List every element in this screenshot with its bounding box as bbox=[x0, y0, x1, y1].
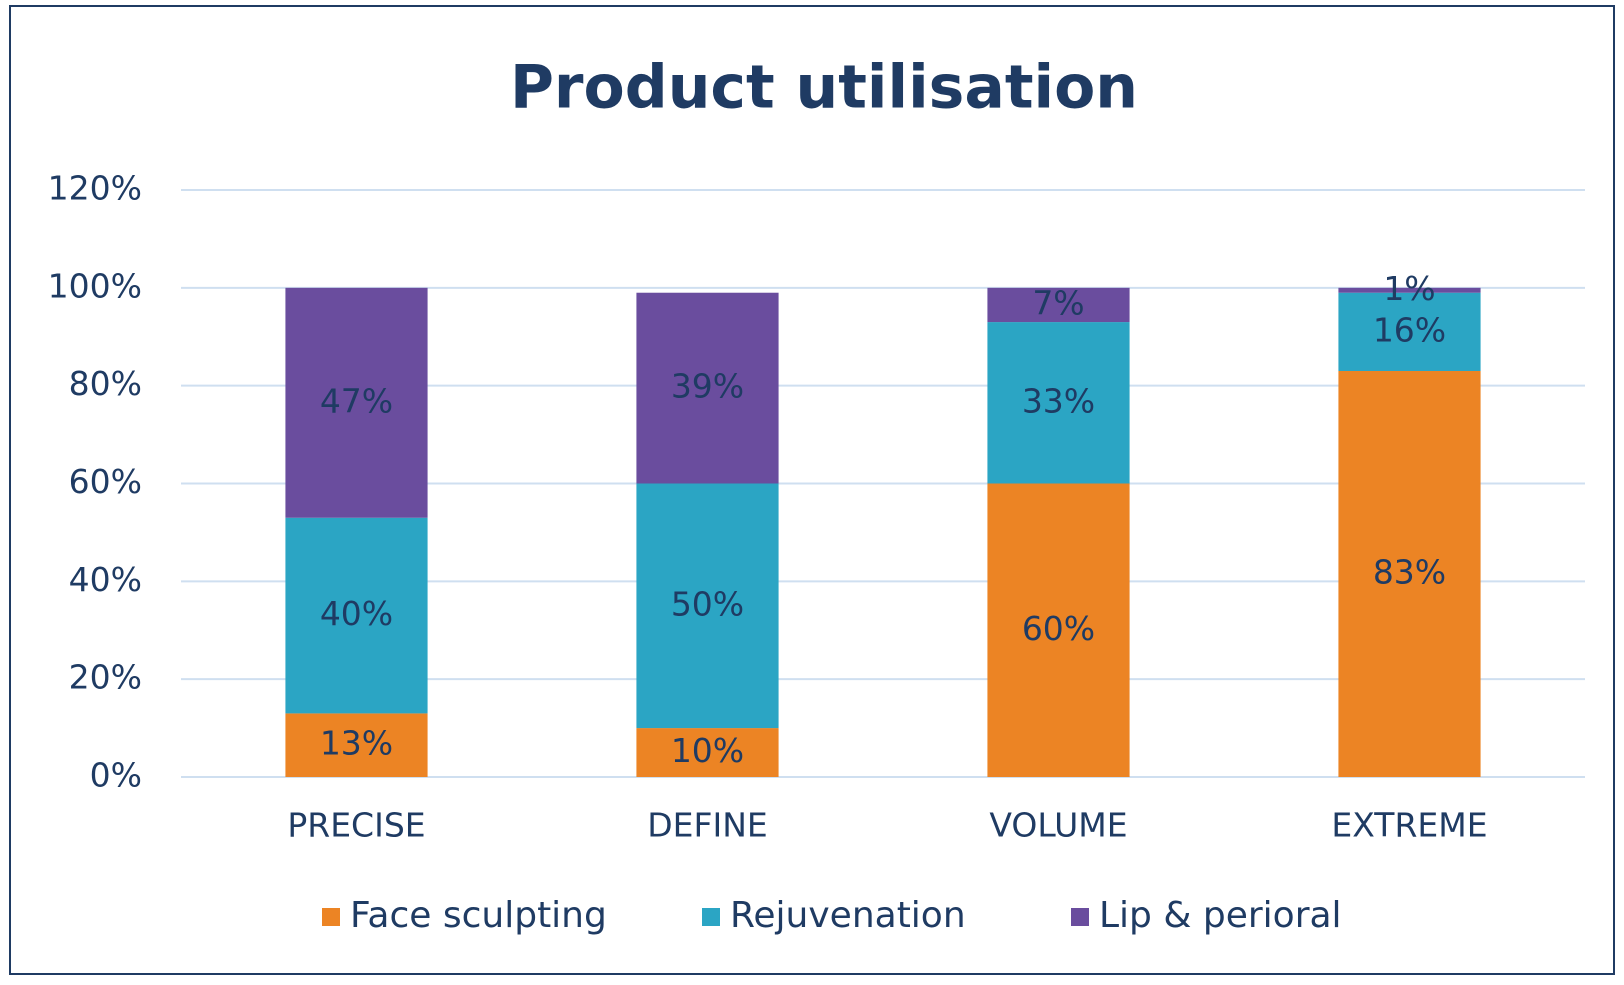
data-label: 1% bbox=[1383, 269, 1435, 308]
data-label: 16% bbox=[1373, 310, 1446, 349]
data-label: 10% bbox=[671, 731, 744, 770]
legend-label: Face sculpting bbox=[350, 895, 607, 936]
y-tick-label: 80% bbox=[69, 364, 142, 403]
legend-label: Lip & perioral bbox=[1099, 895, 1342, 936]
bar-segment bbox=[636, 483, 779, 729]
x-tick-label: DEFINE bbox=[647, 806, 768, 845]
bar-segment bbox=[1338, 292, 1481, 371]
y-tick-label: 0% bbox=[90, 756, 142, 795]
legend-label: Rejuvenation bbox=[730, 895, 966, 936]
bar-segment bbox=[987, 483, 1130, 777]
x-tick-label: PRECISE bbox=[287, 806, 425, 845]
x-tick-label: VOLUME bbox=[989, 806, 1127, 845]
data-label: 13% bbox=[320, 724, 393, 763]
bar-segment bbox=[285, 517, 428, 714]
chart-title: Product utilisation bbox=[510, 53, 1138, 123]
bar-segment bbox=[636, 292, 779, 484]
y-tick-label: 120% bbox=[48, 169, 142, 208]
bar-segment bbox=[285, 287, 428, 518]
data-label: 33% bbox=[1022, 381, 1095, 420]
bar-segment bbox=[987, 322, 1130, 484]
data-label: 7% bbox=[1032, 283, 1084, 322]
x-tick-label: EXTREME bbox=[1331, 806, 1487, 845]
y-tick-label: 60% bbox=[69, 462, 142, 501]
bar-segment bbox=[1338, 287, 1481, 293]
y-tick-label: 100% bbox=[48, 266, 142, 305]
data-label: 39% bbox=[671, 367, 744, 406]
data-label: 83% bbox=[1373, 552, 1446, 591]
data-label: 40% bbox=[320, 594, 393, 633]
legend-swatch bbox=[322, 908, 340, 926]
y-tick-label: 40% bbox=[69, 560, 142, 599]
bar-segment bbox=[285, 713, 428, 777]
data-label: 50% bbox=[671, 584, 744, 623]
data-label: 47% bbox=[320, 381, 393, 420]
bar-segment bbox=[636, 728, 779, 777]
legend-swatch bbox=[702, 908, 720, 926]
legend-swatch bbox=[1071, 908, 1089, 926]
bar-segment bbox=[1338, 370, 1481, 777]
y-tick-label: 20% bbox=[69, 658, 142, 697]
bar-segment bbox=[987, 287, 1130, 323]
data-label: 60% bbox=[1022, 609, 1095, 648]
